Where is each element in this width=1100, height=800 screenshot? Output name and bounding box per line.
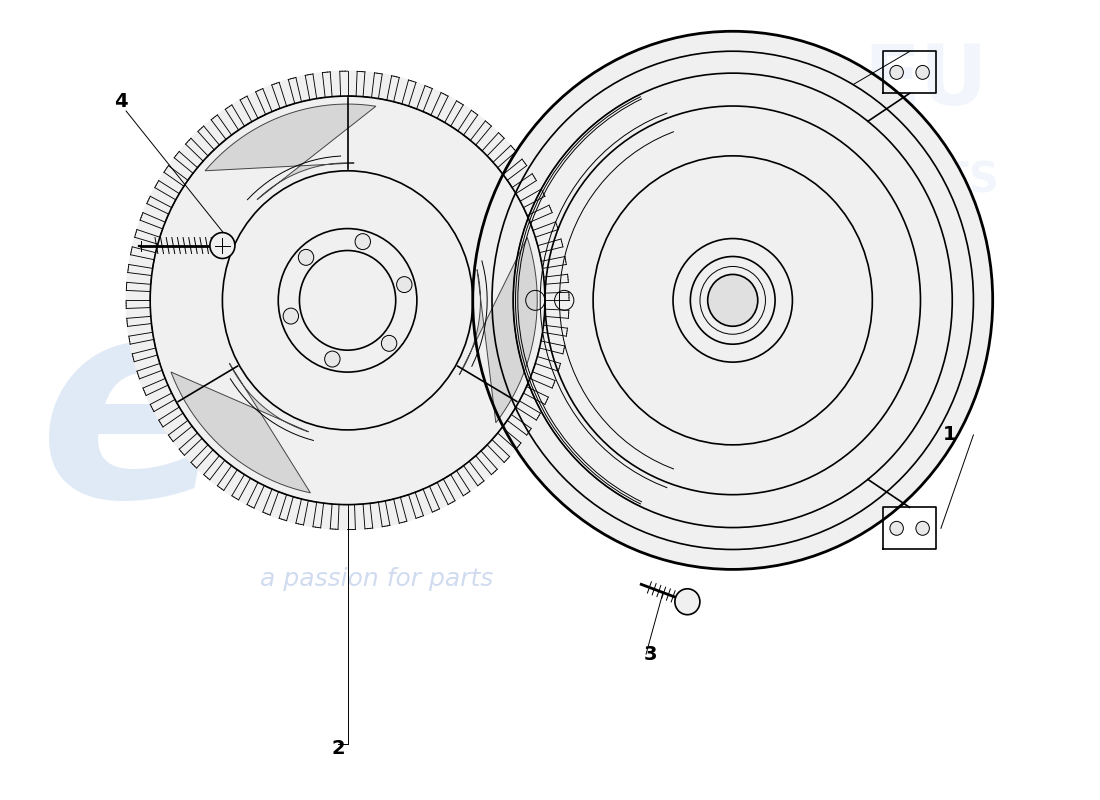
Polygon shape xyxy=(170,363,310,493)
Circle shape xyxy=(707,274,758,326)
Text: PARTS: PARTS xyxy=(851,160,999,202)
Circle shape xyxy=(916,66,930,79)
Circle shape xyxy=(324,351,340,367)
Polygon shape xyxy=(459,238,537,423)
Circle shape xyxy=(890,522,903,535)
Circle shape xyxy=(210,233,235,258)
Circle shape xyxy=(151,96,544,505)
Text: 3: 3 xyxy=(645,645,658,664)
Circle shape xyxy=(298,250,314,266)
Circle shape xyxy=(355,234,371,250)
Circle shape xyxy=(397,277,412,293)
Circle shape xyxy=(675,589,700,614)
Circle shape xyxy=(890,66,903,79)
Circle shape xyxy=(916,522,930,535)
Circle shape xyxy=(283,308,298,324)
Text: a passion for parts: a passion for parts xyxy=(260,567,493,591)
Circle shape xyxy=(382,335,397,351)
Circle shape xyxy=(473,31,992,570)
Text: 4: 4 xyxy=(114,91,128,110)
Text: 2: 2 xyxy=(331,739,344,758)
Text: eu: eu xyxy=(39,285,425,555)
Polygon shape xyxy=(205,104,376,200)
Text: 1: 1 xyxy=(943,426,956,444)
Text: EU: EU xyxy=(864,41,988,122)
